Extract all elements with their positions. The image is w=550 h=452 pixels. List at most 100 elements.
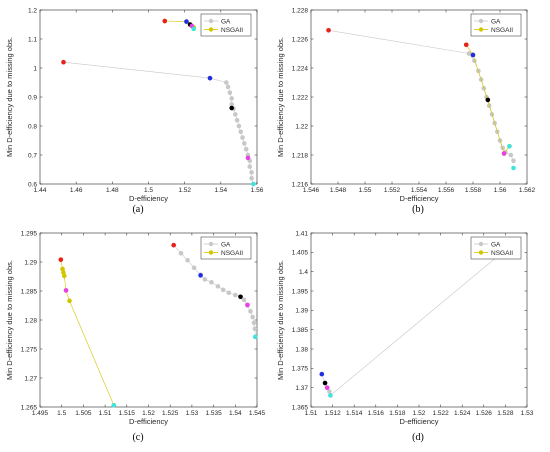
data-point-ga [223, 80, 229, 85]
data-point-ga [185, 257, 190, 263]
y-tick-label: 1.38 [295, 346, 308, 353]
legend-label: NSGAII [221, 27, 243, 34]
y-tick-label: 1.295 [21, 230, 38, 237]
chart-panel-2: 1.546 1.548 1.55 1.552 1.554 1.556 1.558 1.56 1.… [276, 7, 536, 215]
chart-panel-4: 1.51 1.512 1.514 1.516 1.518 1.52 1.522 1.524 1.… [276, 230, 534, 443]
data-point-ga [234, 117, 240, 123]
data-point-nsgaii [60, 266, 65, 272]
legend-label: GA [491, 18, 501, 25]
x-tick-label: 1.54 [215, 187, 228, 194]
x-tick-label: 1.526 [476, 410, 493, 417]
data-point-ga [220, 287, 226, 293]
x-tick-label: 1.56 [251, 187, 264, 194]
x-tick-label: 1.554 [411, 187, 428, 194]
x-tick-label: 1.556 [438, 187, 455, 194]
legend-marker [478, 241, 484, 247]
y-tick-label: 1.4 [299, 269, 308, 276]
x-tick-label: 1.52 [413, 410, 426, 417]
y-tick-label: 1.395 [292, 288, 309, 295]
x-tick-label: 1.528 [497, 410, 514, 417]
data-point-ga [229, 101, 234, 107]
data-point-ga [466, 51, 472, 56]
highlight-point [507, 144, 512, 149]
highlight-point [326, 28, 331, 33]
y-tick-label: 1.365 [292, 404, 309, 411]
highlight-point [184, 19, 189, 24]
y-tick-label: 1.222 [292, 94, 309, 101]
x-tick-label: 1.5 [57, 410, 66, 417]
x-tick-label: 1.55 [359, 187, 372, 194]
highlight-point [162, 18, 168, 24]
y-tick-label: 1.405 [292, 250, 309, 257]
plot-area [310, 9, 528, 185]
data-point-ga [252, 326, 258, 332]
highlight-point [328, 393, 333, 398]
data-point-ga [238, 129, 244, 135]
highlight-point [198, 273, 203, 278]
data-point-ga [250, 314, 255, 320]
y-axis-label: Min D-efficiency due to missing obs. [5, 260, 14, 380]
y-tick-label: 1.275 [21, 346, 38, 353]
x-tick-label: 1.512 [324, 410, 341, 417]
data-point-ga [191, 265, 197, 271]
data-point-ga [225, 84, 231, 90]
y-tick-label: 1.22 [295, 123, 308, 130]
panel-label: (d) [412, 432, 424, 443]
y-tick-label: 0.7 [28, 152, 37, 159]
x-tick-label: 1.51 [305, 410, 318, 417]
data-point-ga [242, 141, 247, 146]
chart-panel-3: 1.495 1.5 1.505 1.51 1.515 1.52 1.525 1.53 1.535… [5, 230, 266, 443]
x-axis-label: D-efficiency [129, 417, 168, 426]
data-point-ga [226, 290, 232, 296]
y-tick-label: 0.8 [28, 123, 37, 130]
data-point-ga [511, 158, 516, 164]
legend-label: GA [491, 241, 501, 248]
legend-box [200, 236, 252, 260]
x-tick-label: 1.522 [432, 410, 449, 417]
highlight-point [245, 155, 251, 161]
data-point-ga [209, 280, 214, 285]
x-tick-label: 1.515 [119, 410, 136, 417]
data-point-nsgaii [61, 270, 66, 275]
x-tick-label: 1.48 [106, 187, 119, 194]
legend: GA NSGAII [200, 236, 252, 260]
x-tick-label: 1.5 [144, 187, 153, 194]
y-tick-label: 1.224 [292, 65, 309, 72]
legend-box [470, 13, 522, 37]
legend-label: NSGAII [491, 27, 513, 34]
highlight-point [463, 42, 469, 48]
x-axis-label: D-efficiency [399, 194, 438, 203]
data-point-ga [243, 146, 249, 152]
data-point-ga [229, 96, 234, 101]
x-tick-label: 1.52 [142, 410, 155, 417]
highlight-point [207, 75, 213, 81]
data-point-ga [508, 152, 514, 158]
y-tick-label: 0.6 [28, 181, 37, 188]
data-point-ga [247, 164, 253, 169]
x-tick-label: 1.552 [384, 187, 401, 194]
highlight-point [238, 294, 243, 300]
x-tick-label: 1.518 [389, 410, 406, 417]
highlight-point [322, 380, 328, 386]
data-point-ga [327, 389, 332, 394]
y-tick-label: 1.28 [24, 317, 37, 324]
x-tick-label: 1.514 [346, 410, 363, 417]
y-tick-label: 1.228 [292, 7, 309, 14]
y-tick-label: 1.218 [292, 152, 309, 159]
x-tick-label: 1.545 [249, 410, 266, 417]
data-point-ga [248, 309, 253, 314]
data-point-nsgaii [67, 298, 72, 304]
data-point-ga [178, 251, 184, 256]
highlight-point [171, 242, 176, 248]
y-tick-label: 1.2 [28, 7, 37, 14]
x-tick-label: 1.516 [368, 410, 385, 417]
y-tick-label: 1.27 [24, 375, 37, 382]
legend-marker [478, 250, 484, 255]
panel-label: (b) [412, 204, 424, 215]
data-point-ga [227, 90, 233, 95]
highlight-point [229, 105, 234, 111]
highlight-point [501, 151, 507, 156]
data-point-ga [233, 112, 238, 117]
y-tick-label: 1.265 [21, 404, 38, 411]
